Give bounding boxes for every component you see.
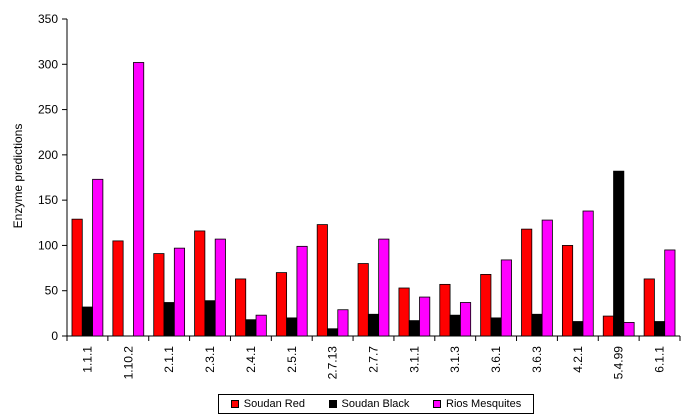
y-tick-label: 250 bbox=[38, 103, 58, 117]
bar-soudan-black-3-1-1 bbox=[408, 320, 420, 337]
bar-rios-mesquites-3-1-1 bbox=[419, 296, 431, 337]
bar-rios-mesquites-2-4-1 bbox=[255, 314, 267, 337]
x-tick-label: 3.6.1 bbox=[489, 346, 503, 373]
bar-rios-mesquites-1-1-1 bbox=[92, 178, 104, 337]
bar-soudan-black-5-4-99 bbox=[613, 170, 625, 337]
bar-soudan-red-3-1-3 bbox=[439, 283, 451, 337]
bar-rios-mesquites-2-3-1 bbox=[214, 238, 226, 337]
y-tick-label: 0 bbox=[51, 329, 58, 343]
bar-soudan-black-3-6-1 bbox=[490, 317, 502, 337]
bar-soudan-black-2-3-1 bbox=[204, 300, 216, 337]
bar-soudan-red-2-7-13 bbox=[316, 224, 328, 337]
x-tick-label: 3.1.1 bbox=[407, 346, 421, 373]
y-axis: 0 50 100 150 200 250 300 350 bbox=[38, 12, 68, 343]
bar-soudan-red-2-7-7 bbox=[357, 263, 369, 337]
bar-rios-mesquites-3-6-1 bbox=[500, 259, 512, 337]
x-tick-label: 1.1.1 bbox=[80, 346, 94, 373]
bar-soudan-black-6-1-1 bbox=[654, 321, 666, 337]
bar-soudan-black-4-2-1 bbox=[572, 321, 584, 337]
legend-label: Soudan Black bbox=[341, 398, 410, 410]
bar-soudan-red-1-1-1 bbox=[71, 218, 83, 337]
legend-item: Rios Mesquites bbox=[433, 398, 521, 410]
bar-soudan-red-2-5-1 bbox=[275, 272, 288, 337]
legend-item: Soudan Black bbox=[328, 398, 410, 410]
bar-soudan-red-3-6-3 bbox=[521, 228, 533, 337]
bar-rios-mesquites-2-1-1 bbox=[173, 247, 186, 337]
bar-rios-mesquites-3-1-3 bbox=[459, 302, 472, 337]
bar-rios-mesquites-6-1-1 bbox=[664, 249, 676, 337]
legend-item: Soudan Red bbox=[230, 398, 305, 410]
bar-soudan-red-1-10-2 bbox=[112, 240, 124, 337]
bar-rios-mesquites-3-6-3 bbox=[541, 219, 553, 337]
bar-rios-mesquites-2-7-7 bbox=[378, 238, 390, 337]
bar-soudan-black-1-1-1 bbox=[81, 306, 93, 337]
legend-swatch bbox=[230, 400, 239, 408]
y-axis-title: Enzyme predictions bbox=[11, 124, 25, 229]
bar-soudan-black-2-5-1 bbox=[286, 317, 298, 337]
legend-swatch bbox=[433, 400, 441, 408]
bar-soudan-black-2-7-7 bbox=[367, 313, 380, 337]
legend-swatch bbox=[328, 400, 337, 408]
y-tick-label: 200 bbox=[38, 148, 58, 162]
y-tick-label: 150 bbox=[38, 193, 58, 207]
bar-soudan-red-2-3-1 bbox=[194, 230, 206, 337]
bar-rios-mesquites-2-7-13 bbox=[337, 309, 349, 337]
bar-rios-mesquites-2-5-1 bbox=[296, 245, 308, 337]
x-tick-label: 2.7.13 bbox=[326, 346, 340, 380]
x-tick-label: 2.7.7 bbox=[367, 346, 381, 373]
y-tick-label: 350 bbox=[38, 12, 58, 26]
bar-soudan-black-3-6-3 bbox=[531, 313, 543, 337]
bar-soudan-red-4-2-1 bbox=[561, 245, 574, 337]
legend-label: Rios Mesquites bbox=[446, 398, 522, 410]
bar-soudan-red-5-4-99 bbox=[602, 315, 614, 337]
bar-soudan-red-2-1-1 bbox=[153, 253, 165, 337]
x-axis: 1.1.1 1.10.2 2.1.1 2.3.1 2.4.1 2.5.1 2.7.13 2.7… bbox=[66, 335, 681, 380]
x-tick-label: 2.4.1 bbox=[244, 346, 258, 373]
x-tick-label: 3.6.3 bbox=[530, 346, 544, 373]
x-tick-label: 4.2.1 bbox=[571, 346, 585, 373]
bar-soudan-black-2-4-1 bbox=[245, 319, 257, 337]
legend-label: Soudan Red bbox=[243, 398, 305, 410]
x-tick-label: 1.10.2 bbox=[121, 346, 135, 380]
bar-soudan-red-3-1-1 bbox=[398, 287, 410, 337]
bar-rios-mesquites-5-4-99 bbox=[623, 322, 635, 337]
bar-soudan-black-2-1-1 bbox=[163, 302, 175, 337]
x-tick-label: 3.1.3 bbox=[448, 346, 462, 373]
bars bbox=[71, 62, 676, 337]
x-tick-label: 2.1.1 bbox=[162, 346, 176, 373]
y-tick-label: 300 bbox=[38, 57, 58, 71]
x-tick-label: 6.1.1 bbox=[653, 346, 667, 373]
bar-soudan-red-2-4-1 bbox=[235, 278, 247, 337]
bar-rios-mesquites-1-10-2 bbox=[133, 62, 145, 337]
bar-soudan-black-2-7-13 bbox=[327, 328, 339, 337]
bar-soudan-red-3-6-1 bbox=[480, 274, 492, 337]
x-tick-label: 5.4.99 bbox=[612, 346, 626, 380]
y-tick-label: 100 bbox=[38, 238, 58, 252]
legend: Soudan Red Soudan Black Rios Mesquites bbox=[218, 394, 534, 414]
y-tick-label: 50 bbox=[45, 284, 59, 298]
x-tick-label: 2.5.1 bbox=[285, 346, 299, 373]
bar-soudan-black-3-1-3 bbox=[449, 314, 461, 337]
bar-soudan-red-6-1-1 bbox=[643, 278, 655, 337]
bar-rios-mesquites-4-2-1 bbox=[582, 210, 594, 337]
x-tick-label: 2.3.1 bbox=[203, 346, 217, 373]
